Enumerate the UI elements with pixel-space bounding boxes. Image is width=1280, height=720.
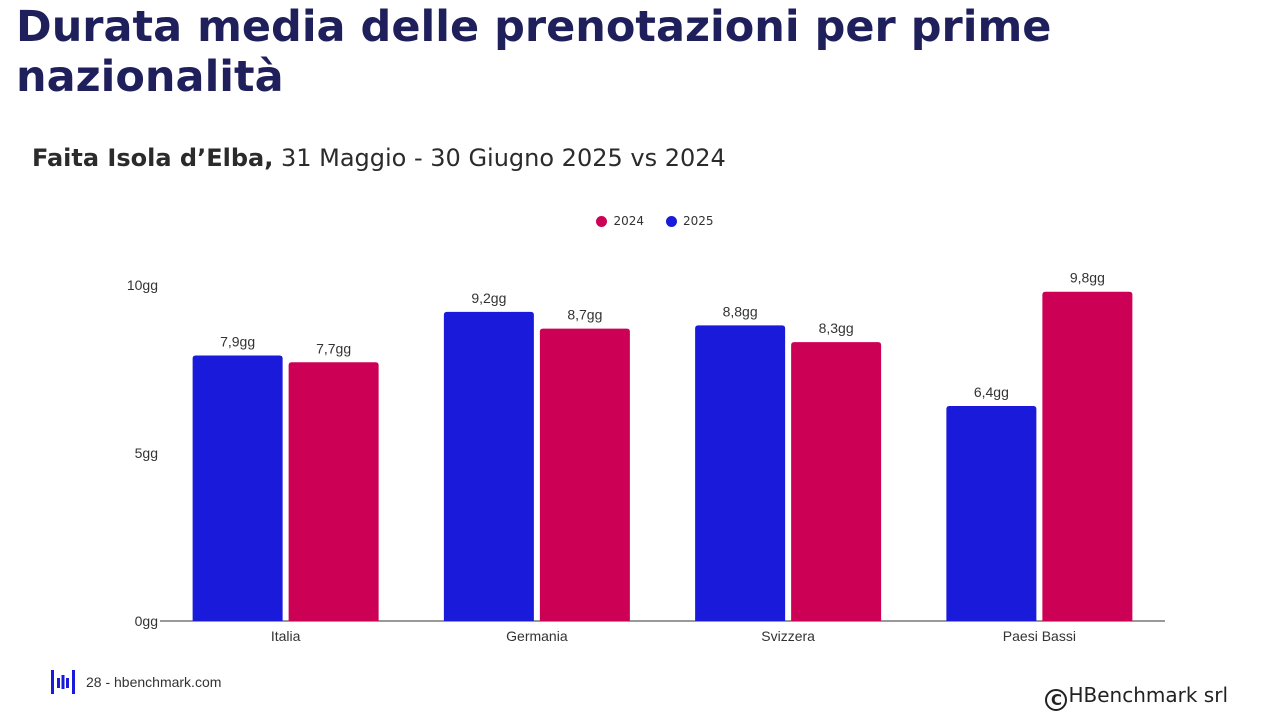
legend-item-2025[interactable]: 2025: [666, 214, 714, 228]
data-label: 8,8gg: [723, 303, 758, 319]
bar-2024[interactable]: [539, 328, 630, 621]
bar-2024[interactable]: [288, 362, 379, 621]
chart-legend: 2024 2025: [0, 214, 1280, 228]
bar-2025[interactable]: [443, 311, 534, 621]
bar-2024[interactable]: [1042, 291, 1133, 621]
chart-subtitle: Faita Isola d’Elba, 31 Maggio - 30 Giugn…: [32, 144, 726, 172]
data-label: 9,8gg: [1070, 270, 1105, 286]
x-tick-label: Paesi Bassi: [1003, 628, 1076, 644]
x-tick-label: Italia: [271, 628, 301, 644]
legend-dot-2024: [596, 215, 608, 227]
x-tick-label: Svizzera: [761, 628, 815, 644]
data-label: 8,3gg: [819, 320, 854, 336]
data-label: 8,7gg: [567, 307, 602, 323]
subtitle-period: 31 Maggio - 30 Giugno 2025 vs 2024: [273, 144, 726, 172]
footer-page-info: 28 - hbenchmark.com: [50, 669, 221, 695]
bar-2024[interactable]: [791, 342, 882, 621]
legend-label-2024: 2024: [613, 214, 644, 228]
data-label: 7,7gg: [316, 340, 351, 356]
subtitle-location: Faita Isola d’Elba,: [32, 144, 274, 172]
bar-2025[interactable]: [946, 405, 1037, 621]
data-label: 6,4gg: [974, 384, 1009, 400]
hbenchmark-logo-icon: [51, 670, 75, 694]
bar-2025[interactable]: [192, 355, 283, 621]
page-title: Durata media delle prenotazioni per prim…: [16, 2, 1052, 102]
copyright-text: HBenchmark srl: [1068, 683, 1228, 707]
legend-label-2025: 2025: [683, 214, 714, 228]
footer-page-text: 28 - hbenchmark.com: [86, 674, 222, 690]
y-tick-label: 10gg: [127, 277, 158, 293]
bar-2025[interactable]: [695, 325, 786, 621]
x-tick-label: Germania: [506, 628, 568, 644]
copyright-icon: C: [1045, 689, 1068, 711]
y-tick-label: 0gg: [135, 613, 158, 629]
data-label: 9,2gg: [471, 290, 506, 306]
footer-copyright: C HBenchmark srl: [1045, 683, 1228, 711]
y-tick-label: 5gg: [135, 445, 158, 461]
data-label: 7,9gg: [220, 334, 255, 350]
legend-item-2024[interactable]: 2024: [596, 214, 644, 228]
legend-dot-2025: [666, 215, 677, 227]
